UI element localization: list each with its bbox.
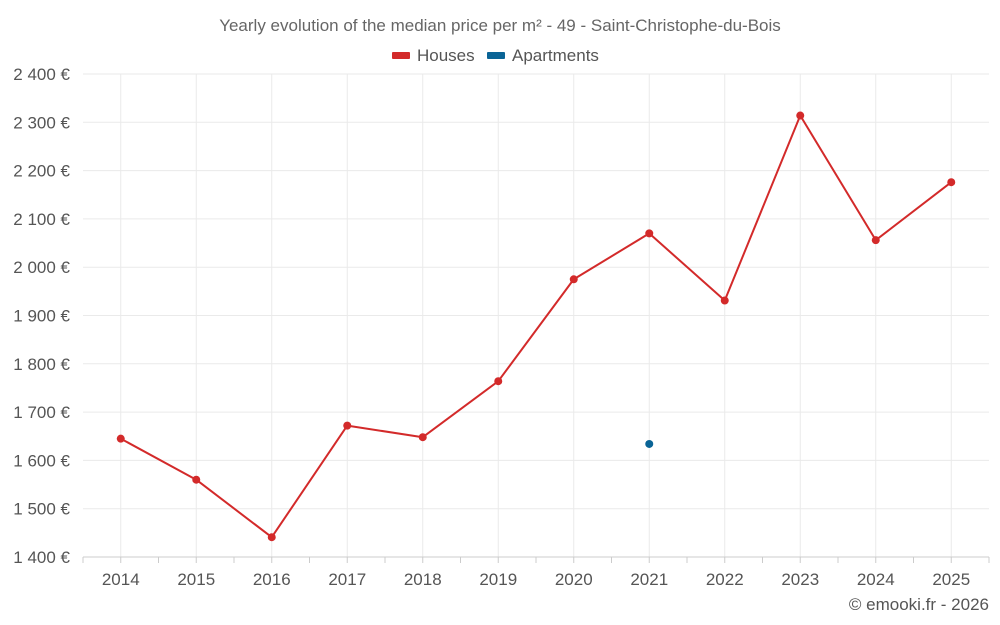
data-point-houses[interactable] — [267, 533, 276, 542]
chart-credit: © emooki.fr - 2026 — [849, 595, 989, 614]
legend: Houses Apartments — [392, 46, 599, 65]
y-tick-label: 2 000 € — [13, 258, 70, 277]
data-point-houses[interactable] — [871, 236, 880, 245]
grid — [83, 73, 989, 557]
data-point-houses[interactable] — [494, 377, 503, 386]
x-tick-label: 2025 — [932, 570, 970, 589]
series — [116, 111, 956, 542]
data-point-houses[interactable] — [418, 433, 427, 442]
data-point-houses[interactable] — [569, 275, 578, 284]
x-tick-label: 2019 — [479, 570, 517, 589]
data-point-houses[interactable] — [796, 111, 805, 120]
x-tick-label: 2022 — [706, 570, 744, 589]
legend-swatch-apartments — [487, 52, 505, 59]
y-tick-label: 2 200 € — [13, 162, 70, 181]
chart-title: Yearly evolution of the median price per… — [219, 16, 781, 35]
x-tick-label: 2024 — [857, 570, 895, 589]
y-tick-label: 1 800 € — [13, 355, 70, 374]
y-tick-label: 1 600 € — [13, 451, 70, 470]
legend-item-apartments[interactable]: Apartments — [487, 46, 599, 65]
x-tick-label: 2017 — [328, 570, 366, 589]
data-point-houses[interactable] — [116, 434, 125, 443]
data-point-apartments[interactable] — [645, 439, 654, 448]
series-houses — [116, 111, 956, 542]
legend-swatch-houses — [392, 52, 410, 59]
x-tick-label: 2014 — [102, 570, 140, 589]
data-point-houses[interactable] — [192, 475, 201, 484]
x-tick-label: 2018 — [404, 570, 442, 589]
y-tick-label: 2 100 € — [13, 210, 70, 229]
legend-label-apartments: Apartments — [512, 46, 599, 65]
y-tick-label: 1 500 € — [13, 500, 70, 519]
y-tick-label: 2 300 € — [13, 113, 70, 132]
data-point-houses[interactable] — [645, 229, 654, 238]
y-tick-label: 1 400 € — [13, 548, 70, 567]
data-point-houses[interactable] — [343, 421, 352, 430]
series-line-houses — [120, 114, 952, 539]
legend-label-houses: Houses — [417, 46, 475, 65]
y-tick-label: 1 700 € — [13, 403, 70, 422]
legend-item-houses[interactable]: Houses — [392, 46, 475, 65]
data-point-houses[interactable] — [947, 178, 956, 187]
series-apartments — [645, 439, 654, 448]
x-tick-label: 2023 — [781, 570, 819, 589]
x-tick-label: 2015 — [177, 570, 215, 589]
y-tick-label: 1 900 € — [13, 307, 70, 326]
x-tick-label: 2021 — [630, 570, 668, 589]
y-tick-label: 2 400 € — [13, 65, 70, 84]
x-tick-label: 2020 — [555, 570, 593, 589]
x-tick-label: 2016 — [253, 570, 291, 589]
axes: 1 400 € 1 500 € 1 600 € 1 700 € 1 800 € 1 900… — [13, 65, 990, 589]
data-point-houses[interactable] — [720, 296, 729, 305]
